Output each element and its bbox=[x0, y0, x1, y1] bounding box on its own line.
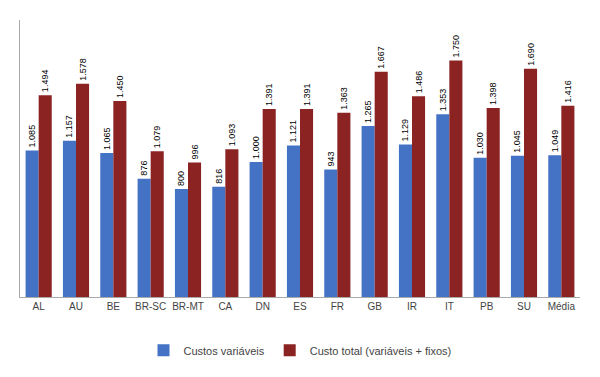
svg-text:800: 800 bbox=[176, 171, 186, 186]
svg-text:BE: BE bbox=[107, 301, 121, 312]
svg-text:1.121: 1.121 bbox=[288, 120, 298, 143]
svg-text:1.065: 1.065 bbox=[102, 128, 112, 151]
svg-text:1.450: 1.450 bbox=[115, 76, 125, 99]
svg-text:Média: Média bbox=[548, 301, 576, 312]
svg-text:IR: IR bbox=[407, 301, 417, 312]
svg-text:943: 943 bbox=[326, 152, 336, 167]
svg-text:PB: PB bbox=[480, 301, 494, 312]
svg-text:1.079: 1.079 bbox=[152, 126, 162, 149]
svg-text:Custos variáveis: Custos variáveis bbox=[184, 345, 265, 357]
svg-text:1.391: 1.391 bbox=[264, 84, 274, 107]
svg-text:1.578: 1.578 bbox=[78, 58, 88, 81]
svg-text:GB: GB bbox=[367, 301, 382, 312]
svg-text:1.494: 1.494 bbox=[40, 70, 50, 93]
svg-text:BR-SC: BR-SC bbox=[135, 301, 166, 312]
svg-text:1.129: 1.129 bbox=[400, 119, 410, 142]
svg-text:CA: CA bbox=[218, 301, 232, 312]
svg-text:1.157: 1.157 bbox=[64, 115, 74, 138]
svg-text:1.353: 1.353 bbox=[438, 89, 448, 112]
svg-text:1.363: 1.363 bbox=[339, 87, 349, 110]
svg-text:IT: IT bbox=[445, 301, 454, 312]
svg-text:816: 816 bbox=[214, 169, 224, 184]
svg-text:ES: ES bbox=[293, 301, 307, 312]
svg-text:1.690: 1.690 bbox=[526, 43, 536, 66]
svg-text:BR-MT: BR-MT bbox=[172, 301, 204, 312]
svg-text:FR: FR bbox=[331, 301, 344, 312]
svg-text:Custo total (variáveis + fixos: Custo total (variáveis + fixos) bbox=[310, 345, 452, 357]
svg-text:1.045: 1.045 bbox=[512, 130, 522, 153]
svg-text:AU: AU bbox=[69, 301, 83, 312]
svg-text:1.667: 1.667 bbox=[376, 46, 386, 69]
svg-text:1.085: 1.085 bbox=[27, 125, 37, 148]
svg-text:1.486: 1.486 bbox=[414, 71, 424, 94]
svg-text:1.398: 1.398 bbox=[488, 83, 498, 106]
svg-text:1.030: 1.030 bbox=[475, 132, 485, 155]
svg-text:996: 996 bbox=[190, 144, 200, 159]
svg-text:1.750: 1.750 bbox=[451, 35, 461, 58]
svg-text:1.000: 1.000 bbox=[251, 136, 261, 159]
svg-text:876: 876 bbox=[139, 161, 149, 176]
svg-text:1.416: 1.416 bbox=[563, 80, 573, 103]
svg-text:1.265: 1.265 bbox=[363, 101, 373, 124]
svg-text:AL: AL bbox=[33, 301, 46, 312]
svg-text:1.093: 1.093 bbox=[227, 124, 237, 147]
svg-text:1.049: 1.049 bbox=[550, 130, 560, 153]
svg-text:DN: DN bbox=[255, 301, 269, 312]
svg-text:1.391: 1.391 bbox=[302, 84, 312, 107]
svg-text:SU: SU bbox=[517, 301, 531, 312]
